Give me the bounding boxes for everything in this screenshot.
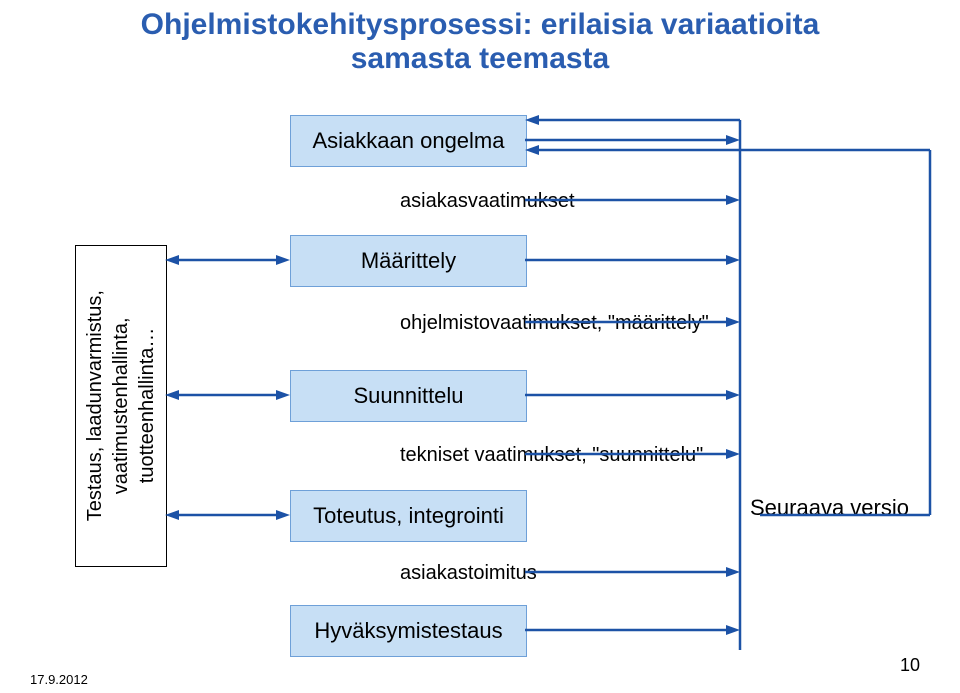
- sidebar-text: Testaus, laadunvarmistus, vaatimustenhal…: [82, 290, 160, 521]
- stage-toteutus: Toteutus, integrointi: [290, 490, 527, 542]
- stage-suunnittelu: Suunnittelu: [290, 370, 527, 422]
- footer-page-number: 10: [900, 655, 920, 676]
- slide-title: Ohjelmistokehitysprosessi: erilaisia var…: [0, 8, 960, 76]
- stage-label: Hyväksymistestaus: [314, 618, 502, 644]
- flow-label-asiakastoimitus: asiakastoimitus: [400, 562, 537, 585]
- flow-label-ohjelmistovaatimukset: ohjelmistovaatimukset, "määrittely": [400, 312, 709, 335]
- stage-label: Toteutus, integrointi: [313, 503, 504, 529]
- stage-hyvaksymistestaus: Hyväksymistestaus: [290, 605, 527, 657]
- stage-label: Määrittely: [361, 248, 456, 274]
- flow-label-tekniset: tekniset vaatimukset, "suunnittelu": [400, 444, 703, 467]
- stage-label: Asiakkaan ongelma: [312, 128, 504, 154]
- title-line2: samasta teemasta: [351, 42, 610, 75]
- stage-asiakkaan-ongelma: Asiakkaan ongelma: [290, 115, 527, 167]
- footer-date: 17.9.2012: [30, 672, 88, 687]
- flow-label-asiakasvaatimukset: asiakasvaatimukset: [400, 190, 575, 213]
- title-line1: Ohjelmistokehitysprosessi: erilaisia var…: [141, 8, 820, 41]
- stage-maarittely: Määrittely: [290, 235, 527, 287]
- slide: Ohjelmistokehitysprosessi: erilaisia var…: [0, 0, 960, 693]
- stage-label: Suunnittelu: [353, 383, 463, 409]
- sidebar-box: Testaus, laadunvarmistus, vaatimustenhal…: [75, 245, 167, 567]
- label-seuraava-versio: Seuraava versio: [750, 495, 909, 521]
